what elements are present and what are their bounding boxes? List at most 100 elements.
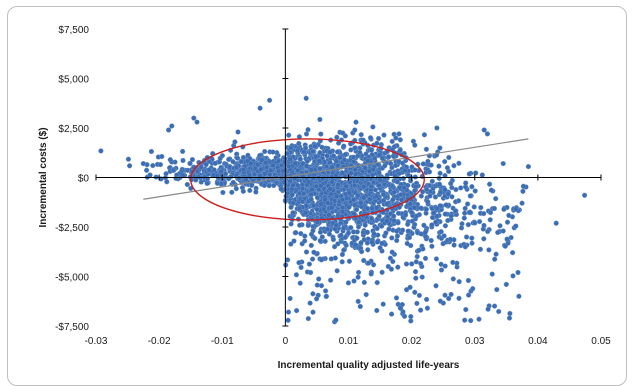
data-point <box>379 269 385 275</box>
data-point <box>481 236 487 242</box>
data-point <box>456 160 462 166</box>
data-point <box>394 179 400 185</box>
x-tick-label: -0.03 <box>85 336 108 347</box>
data-point <box>448 213 454 219</box>
data-point <box>442 173 448 179</box>
data-point <box>428 162 434 168</box>
y-tick-label: $5,000 <box>58 75 89 86</box>
data-point <box>358 200 364 206</box>
data-point <box>334 268 340 274</box>
data-point <box>288 241 294 247</box>
data-point <box>520 188 526 194</box>
data-point <box>553 220 559 226</box>
data-point <box>500 161 506 167</box>
data-point <box>403 261 410 267</box>
data-point <box>358 132 364 138</box>
data-point <box>348 170 354 176</box>
data-point <box>432 194 439 200</box>
data-point <box>497 223 503 229</box>
data-point <box>436 175 442 182</box>
data-point <box>223 171 229 177</box>
data-point <box>447 236 454 243</box>
y-tick-label: $2,500 <box>58 124 89 135</box>
data-point <box>262 148 268 155</box>
data-point <box>506 212 512 219</box>
data-point <box>416 247 422 253</box>
data-point <box>418 205 424 211</box>
data-point <box>359 249 365 255</box>
data-point <box>288 145 294 151</box>
data-point <box>304 158 310 164</box>
data-point <box>446 168 452 175</box>
data-point <box>367 196 373 202</box>
data-point <box>467 193 473 199</box>
data-point <box>286 132 292 138</box>
data-point <box>462 205 468 212</box>
data-point <box>361 195 367 201</box>
data-point <box>389 249 395 255</box>
data-point <box>276 168 282 174</box>
data-point <box>305 222 311 229</box>
data-point <box>328 256 334 262</box>
data-point <box>340 170 346 176</box>
data-point <box>438 235 445 242</box>
data-point <box>327 186 333 192</box>
data-point <box>267 97 273 103</box>
data-point <box>303 131 310 137</box>
data-point <box>341 143 347 149</box>
data-point <box>341 247 347 253</box>
data-point <box>423 206 430 212</box>
data-point <box>488 187 495 193</box>
data-point <box>379 240 385 247</box>
data-point <box>487 181 493 187</box>
data-point <box>337 155 343 161</box>
data-point <box>418 307 424 313</box>
data-point <box>364 240 371 246</box>
data-point <box>376 213 382 219</box>
data-point <box>342 133 348 139</box>
data-point <box>369 205 375 212</box>
data-point <box>381 132 387 138</box>
data-point <box>422 230 428 236</box>
x-axis-title: Incremental quality adjusted life-years <box>278 360 460 371</box>
data-point <box>354 235 360 241</box>
data-point <box>294 308 300 314</box>
data-point <box>503 281 509 288</box>
data-point <box>484 131 491 137</box>
data-point <box>305 127 311 133</box>
data-point <box>303 249 310 255</box>
data-point <box>502 243 508 249</box>
data-point <box>374 205 380 211</box>
data-point <box>462 210 468 216</box>
data-point <box>456 279 462 285</box>
data-point <box>400 227 406 233</box>
data-point <box>275 158 282 164</box>
data-point <box>288 204 294 210</box>
data-point <box>290 200 296 206</box>
data-point <box>169 123 175 129</box>
data-point <box>297 280 303 286</box>
data-point <box>516 293 522 299</box>
data-point <box>442 211 448 217</box>
data-point <box>361 184 367 190</box>
data-point <box>180 172 186 178</box>
data-point <box>366 260 372 266</box>
data-point <box>303 145 309 151</box>
data-point <box>290 210 296 216</box>
data-point <box>240 188 246 194</box>
data-point <box>312 143 318 149</box>
data-point <box>230 159 236 165</box>
data-point <box>342 151 349 158</box>
data-point <box>382 163 388 169</box>
data-point <box>346 204 352 210</box>
data-point <box>489 271 495 277</box>
data-point <box>357 303 363 310</box>
data-point <box>412 167 418 173</box>
data-point <box>324 153 330 159</box>
data-point <box>233 164 240 170</box>
data-point <box>411 205 418 211</box>
data-point <box>397 305 404 311</box>
data-point <box>456 295 462 301</box>
data-point <box>355 298 361 305</box>
data-point <box>380 301 386 307</box>
